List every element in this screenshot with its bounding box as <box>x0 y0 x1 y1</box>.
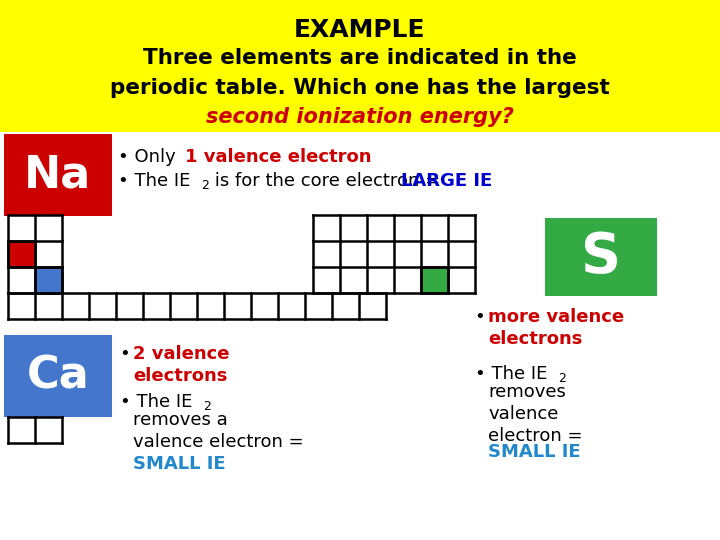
Text: • The IE: • The IE <box>475 365 547 383</box>
Bar <box>545 218 657 296</box>
Text: 2 valence
electrons: 2 valence electrons <box>133 345 230 385</box>
Text: •: • <box>120 345 137 363</box>
Text: 2: 2 <box>558 372 566 385</box>
Text: SMALL IE: SMALL IE <box>488 443 580 461</box>
Text: • Only: • Only <box>118 148 181 166</box>
Text: Na: Na <box>24 153 91 197</box>
Bar <box>8 241 35 267</box>
Bar <box>35 267 62 293</box>
Text: • The IE: • The IE <box>118 172 190 190</box>
Text: is for the core electron =: is for the core electron = <box>209 172 446 190</box>
Text: periodic table. Which one has the largest: periodic table. Which one has the larges… <box>110 78 610 98</box>
Text: removes
valence
electron =: removes valence electron = <box>488 383 582 445</box>
Bar <box>4 335 112 417</box>
Bar <box>0 0 720 132</box>
Text: second ionization energy?: second ionization energy? <box>206 107 514 127</box>
Text: •: • <box>475 308 492 326</box>
Text: EXAMPLE: EXAMPLE <box>294 18 426 42</box>
Text: more valence
electrons: more valence electrons <box>488 308 624 348</box>
Text: Three elements are indicated in the: Three elements are indicated in the <box>143 48 577 68</box>
Text: Ca: Ca <box>27 354 89 397</box>
Text: SMALL IE: SMALL IE <box>133 455 225 473</box>
Text: 1 valence electron: 1 valence electron <box>185 148 372 166</box>
Text: LARGE IE: LARGE IE <box>401 172 492 190</box>
Bar <box>4 134 112 216</box>
Text: removes a
valence electron =: removes a valence electron = <box>133 411 304 451</box>
Text: 2: 2 <box>203 400 211 413</box>
Text: • The IE: • The IE <box>120 393 192 411</box>
Text: 2: 2 <box>201 179 209 192</box>
Bar <box>421 267 448 293</box>
Text: S: S <box>581 230 621 284</box>
